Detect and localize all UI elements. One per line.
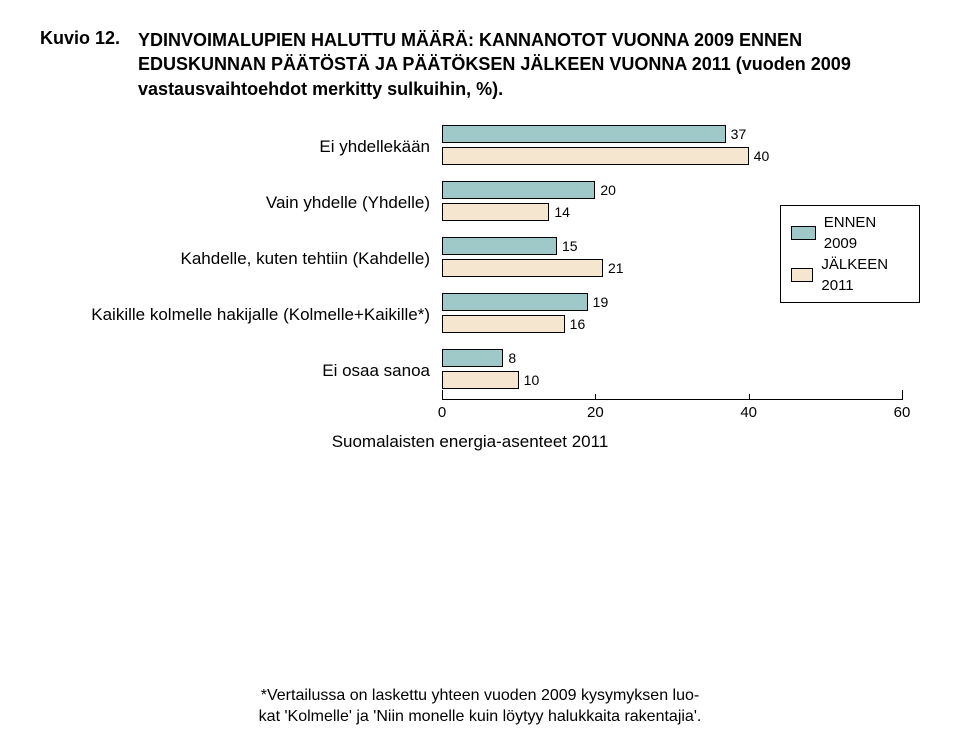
bar-value: 16 xyxy=(564,316,586,332)
bar-ennen: 19 xyxy=(442,293,588,311)
bar-jalkeen: 16 xyxy=(442,315,565,333)
figure-number: Kuvio 12. xyxy=(40,28,120,49)
bar-value: 19 xyxy=(587,294,609,310)
x-tick-label: 60 xyxy=(894,404,911,421)
footnote: *Vertailussa on laskettu yhteen vuoden 2… xyxy=(0,685,960,728)
bar-value: 14 xyxy=(548,204,570,220)
swatch-ennen xyxy=(791,226,816,240)
legend-item-ennen: ENNEN 2009 xyxy=(791,212,909,254)
legend-item-jalkeen: JÄLKEEN 2011 xyxy=(791,254,909,296)
x-tick-label: 20 xyxy=(587,404,604,421)
swatch-jalkeen xyxy=(791,268,813,282)
bar-ennen: 37 xyxy=(442,125,726,143)
bar-ennen: 20 xyxy=(442,181,595,199)
bar-jalkeen: 40 xyxy=(442,147,749,165)
chart-footer: Suomalaisten energia-asenteet 2011 xyxy=(80,432,860,452)
chart-row: Ei osaa sanoa810 xyxy=(80,343,920,399)
chart-row: Ei yhdellekään3740 xyxy=(80,119,920,175)
bar-value: 21 xyxy=(602,260,624,276)
category-label: Ei osaa sanoa xyxy=(80,361,442,381)
bar-ennen: 15 xyxy=(442,237,557,255)
bar-value: 15 xyxy=(556,238,578,254)
page: Kuvio 12. YDINVOIMALUPIEN HALUTTU MÄÄRÄ:… xyxy=(0,0,960,754)
x-tick-label: 40 xyxy=(740,404,757,421)
legend-label-jalkeen: JÄLKEEN 2011 xyxy=(821,254,909,296)
x-tick-label: 0 xyxy=(438,404,446,421)
bar-jalkeen: 10 xyxy=(442,371,519,389)
category-label: Ei yhdellekään xyxy=(80,137,442,157)
x-axis: 0204060 xyxy=(442,399,902,424)
figure-title: YDINVOIMALUPIEN HALUTTU MÄÄRÄ: KANNANOTO… xyxy=(138,28,920,101)
bar-value: 10 xyxy=(518,372,540,388)
bar-jalkeen: 14 xyxy=(442,203,549,221)
legend-label-ennen: ENNEN 2009 xyxy=(824,212,909,254)
bars-cell: 3740 xyxy=(442,119,902,175)
bars-cell: 810 xyxy=(442,343,902,399)
category-label: Kaikille kolmelle hakijalle (Kolmelle+Ka… xyxy=(80,305,442,325)
bar-value: 37 xyxy=(725,126,747,142)
category-label: Vain yhdelle (Yhdelle) xyxy=(80,193,442,213)
bar-ennen: 8 xyxy=(442,349,503,367)
bar-value: 8 xyxy=(502,350,516,366)
bar-value: 40 xyxy=(748,148,770,164)
chart-area: Ei yhdellekään3740Vain yhdelle (Yhdelle)… xyxy=(80,119,920,424)
category-label: Kahdelle, kuten tehtiin (Kahdelle) xyxy=(80,249,442,269)
bar-value: 20 xyxy=(594,182,616,198)
legend: ENNEN 2009 JÄLKEEN 2011 xyxy=(780,205,920,303)
bar-jalkeen: 21 xyxy=(442,259,603,277)
title-row: Kuvio 12. YDINVOIMALUPIEN HALUTTU MÄÄRÄ:… xyxy=(40,28,920,101)
